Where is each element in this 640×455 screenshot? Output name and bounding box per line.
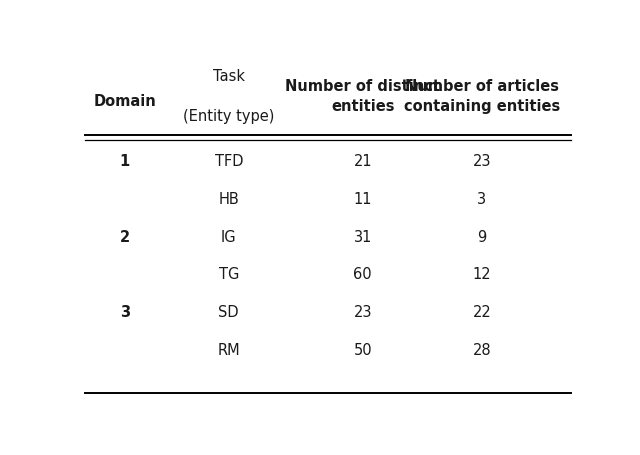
- Text: 2: 2: [120, 230, 130, 245]
- Text: 23: 23: [353, 305, 372, 320]
- Text: HB: HB: [218, 192, 239, 207]
- Text: 11: 11: [353, 192, 372, 207]
- Text: 9: 9: [477, 230, 486, 245]
- Text: Domain: Domain: [93, 94, 156, 109]
- Text: 1: 1: [120, 154, 130, 169]
- Text: 31: 31: [353, 230, 372, 245]
- Text: Number of distinct
entities: Number of distinct entities: [285, 79, 440, 114]
- Text: 50: 50: [353, 343, 372, 358]
- Text: RM: RM: [218, 343, 240, 358]
- Text: Number of articles
containing entities: Number of articles containing entities: [404, 79, 560, 114]
- Text: 3: 3: [120, 305, 130, 320]
- Text: TFD: TFD: [214, 154, 243, 169]
- Text: 23: 23: [472, 154, 491, 169]
- Text: 21: 21: [353, 154, 372, 169]
- Text: 28: 28: [472, 343, 491, 358]
- Text: TG: TG: [219, 268, 239, 283]
- Text: 3: 3: [477, 192, 486, 207]
- Text: IG: IG: [221, 230, 237, 245]
- Text: 22: 22: [472, 305, 491, 320]
- Text: 12: 12: [472, 268, 491, 283]
- Text: Task

(Entity type): Task (Entity type): [183, 69, 275, 124]
- Text: SD: SD: [218, 305, 239, 320]
- Text: 60: 60: [353, 268, 372, 283]
